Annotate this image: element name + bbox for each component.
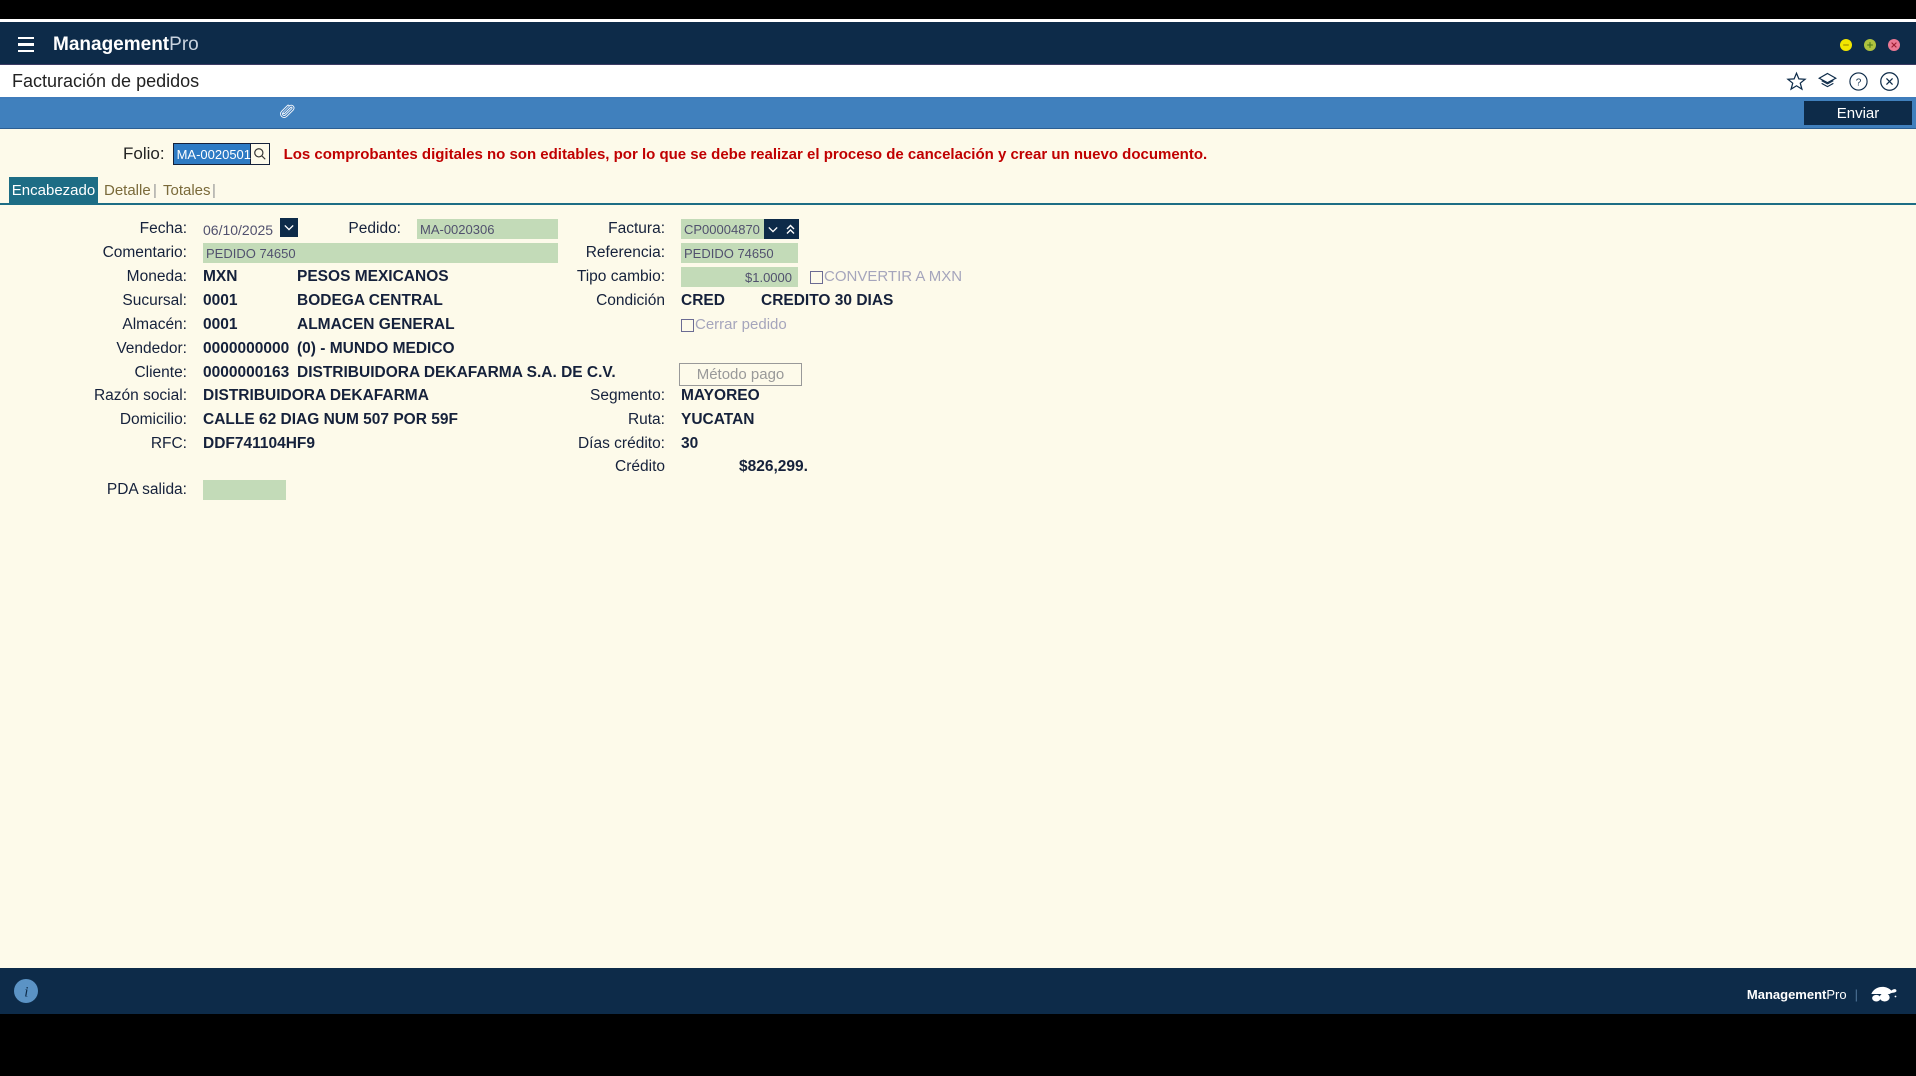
svg-text:?: ? bbox=[1856, 77, 1862, 88]
svg-text:i: i bbox=[24, 985, 28, 1001]
